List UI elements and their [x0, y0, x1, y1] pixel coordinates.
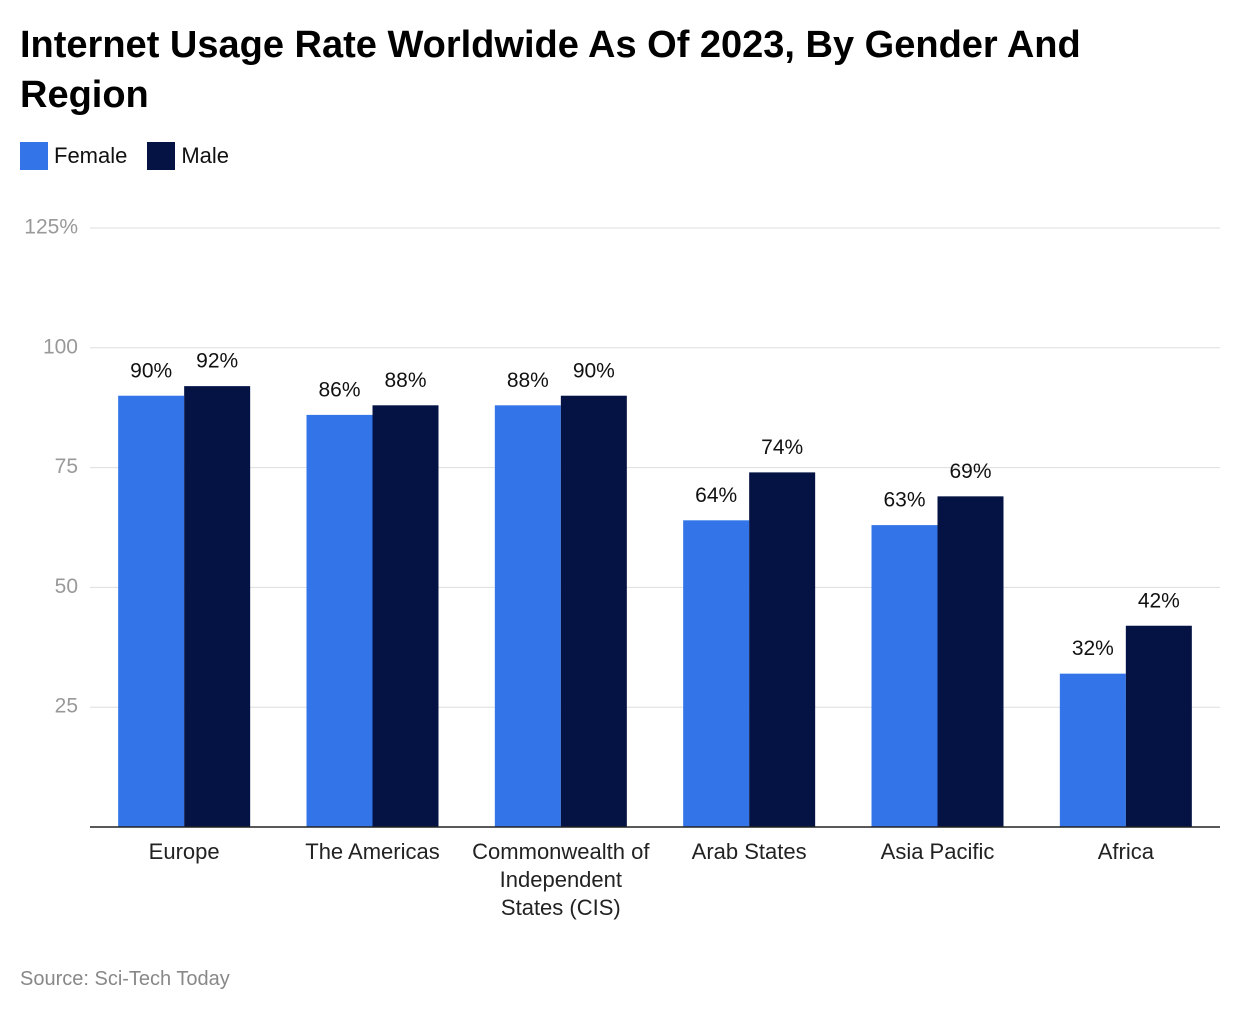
legend-label: Female	[54, 143, 128, 168]
bar	[871, 525, 938, 827]
legend-item: Female	[20, 142, 127, 170]
data-label: 32%	[1072, 637, 1114, 660]
bar	[560, 395, 627, 827]
x-tick-label: The Americas	[305, 839, 440, 864]
y-tick-label: 50	[55, 575, 78, 598]
y-tick-label: 75	[55, 455, 78, 478]
x-tick-label: Africa	[1097, 839, 1154, 864]
y-tick-label: 125%	[24, 216, 78, 239]
data-label: 86%	[318, 378, 360, 401]
bar	[683, 520, 750, 827]
x-tick-label: Arab States	[691, 839, 807, 864]
bar	[749, 472, 816, 827]
y-tick-label: 25	[55, 695, 78, 718]
data-label: 90%	[573, 359, 615, 382]
legend: Female Male	[20, 142, 229, 170]
legend-item: Male	[147, 142, 229, 170]
source: Source: Sci-Tech Today	[20, 968, 230, 990]
bar	[306, 414, 373, 827]
legend-swatch	[20, 142, 48, 170]
data-label: 64%	[695, 484, 737, 507]
data-label: 88%	[507, 369, 549, 392]
data-label: 88%	[384, 369, 426, 392]
data-label: 74%	[761, 436, 803, 459]
y-tick-label: 100	[43, 335, 78, 358]
x-tick-label: Asia Pacific	[880, 839, 995, 864]
data-label: 42%	[1138, 589, 1180, 612]
data-label: 92%	[196, 350, 238, 373]
data-label: 90%	[130, 359, 172, 382]
data-label: 69%	[949, 460, 991, 483]
bar	[184, 386, 251, 827]
x-tick-label: Commonwealth of Independent States (CIS)	[472, 839, 650, 920]
bar	[494, 405, 561, 827]
chart-title: Internet Usage Rate Worldwide As Of 2023…	[20, 24, 1081, 116]
data-label: 63%	[883, 489, 925, 512]
legend-label: Male	[181, 143, 230, 168]
bar	[1125, 625, 1192, 827]
bar	[372, 405, 439, 827]
x-tick-label: Europe	[148, 839, 220, 864]
legend-swatch	[147, 142, 176, 170]
bar	[118, 395, 185, 827]
bar	[1059, 673, 1126, 827]
bar	[937, 496, 1004, 827]
